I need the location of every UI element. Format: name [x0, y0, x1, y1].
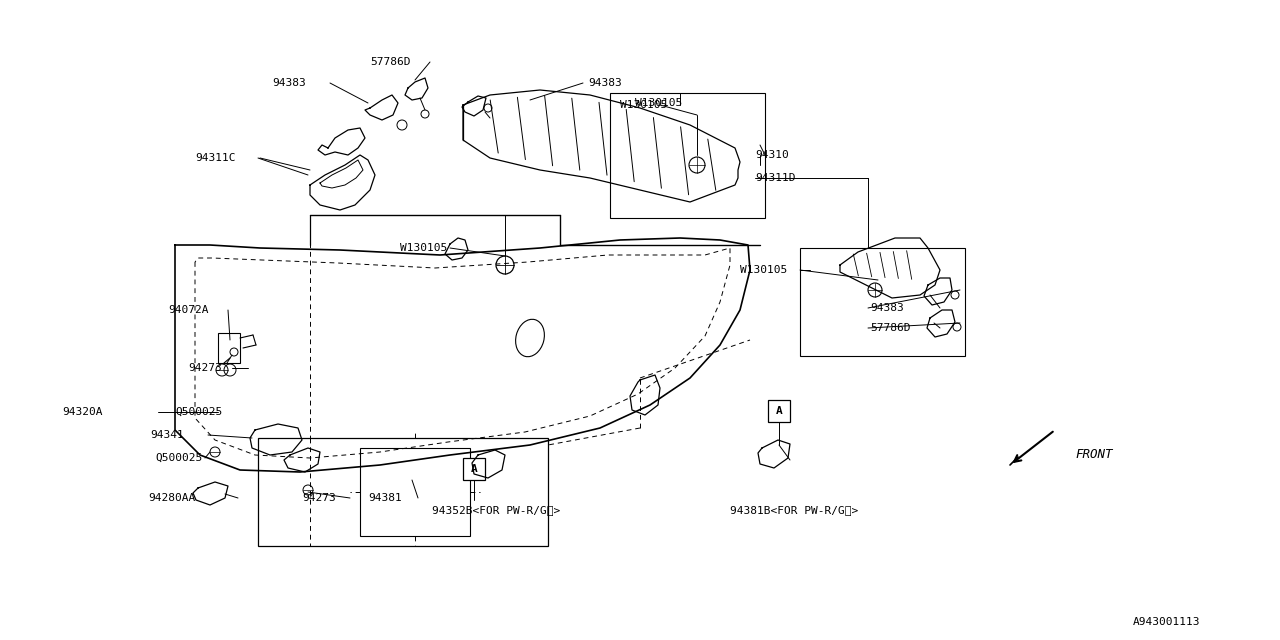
Text: 94383: 94383 — [588, 78, 622, 88]
Text: 94341: 94341 — [150, 430, 184, 440]
Text: 57786D: 57786D — [870, 323, 910, 333]
Text: A: A — [776, 406, 782, 416]
Text: FRONT: FRONT — [1075, 449, 1112, 461]
FancyBboxPatch shape — [463, 458, 485, 480]
Text: Q500025: Q500025 — [175, 407, 223, 417]
Text: 94381B<FOR PW-R/G車>: 94381B<FOR PW-R/G車> — [730, 505, 859, 515]
Text: 94381: 94381 — [369, 493, 402, 503]
Text: 94383: 94383 — [870, 303, 904, 313]
FancyBboxPatch shape — [218, 333, 241, 363]
Text: Q500025: Q500025 — [155, 453, 202, 463]
FancyBboxPatch shape — [259, 438, 548, 546]
Text: 94273: 94273 — [188, 363, 221, 373]
Text: W130105: W130105 — [399, 243, 447, 253]
Text: 94273: 94273 — [302, 493, 335, 503]
Text: 94280AA: 94280AA — [148, 493, 196, 503]
Text: W130105: W130105 — [620, 100, 667, 110]
Text: 94352B<FOR PW-R/G車>: 94352B<FOR PW-R/G車> — [433, 505, 561, 515]
Text: 94311D: 94311D — [755, 173, 795, 183]
Text: 57786D: 57786D — [370, 57, 411, 67]
FancyBboxPatch shape — [768, 400, 790, 422]
Text: 94311C: 94311C — [195, 153, 236, 163]
Text: 94310: 94310 — [755, 150, 788, 160]
Text: 94072A: 94072A — [168, 305, 209, 315]
Text: W130105: W130105 — [635, 98, 682, 108]
Text: 94383: 94383 — [273, 78, 306, 88]
Ellipse shape — [516, 319, 544, 356]
Text: 94320A: 94320A — [61, 407, 102, 417]
Text: A: A — [471, 464, 477, 474]
FancyBboxPatch shape — [360, 448, 470, 536]
Text: A943001113: A943001113 — [1133, 617, 1201, 627]
Text: W130105: W130105 — [740, 265, 787, 275]
